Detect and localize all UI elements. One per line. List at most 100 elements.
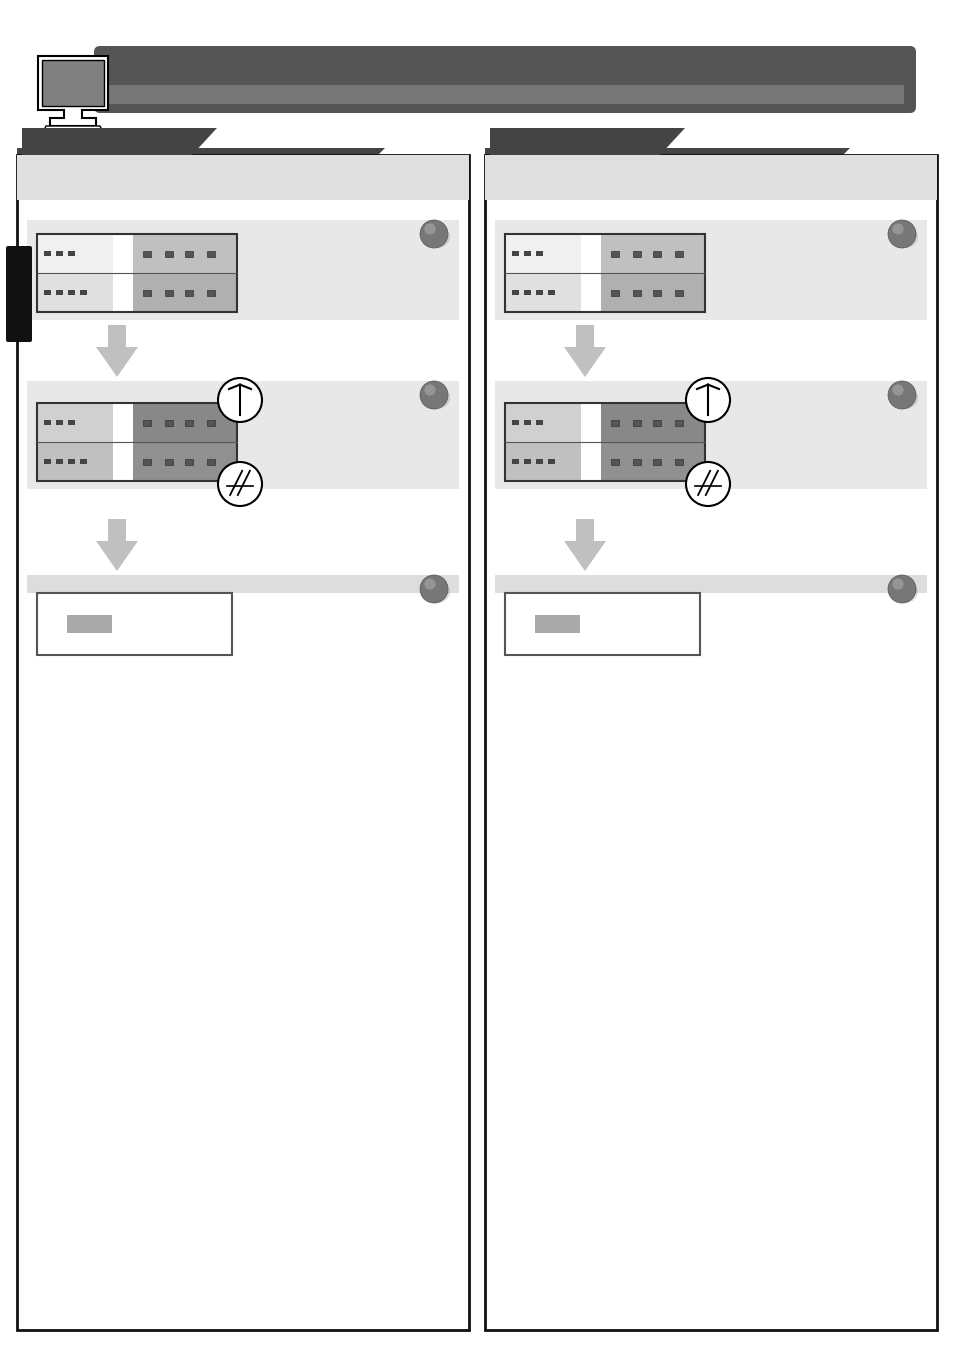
Bar [27, 576, 458, 593]
Bar [547, 290, 555, 295]
Bar [27, 381, 458, 489]
Bar [68, 420, 75, 426]
Bar [44, 251, 51, 255]
Bar [17, 155, 469, 1329]
Bar [27, 220, 458, 320]
Polygon shape [96, 540, 138, 571]
Bar [185, 251, 193, 257]
Circle shape [218, 378, 262, 422]
Bar [56, 459, 63, 463]
Bar [652, 459, 660, 465]
Bar [536, 459, 542, 463]
Circle shape [419, 220, 448, 249]
Polygon shape [490, 128, 684, 155]
Bar [143, 290, 151, 296]
Bar [633, 420, 640, 426]
Polygon shape [563, 540, 605, 571]
Circle shape [424, 578, 436, 589]
Bar [207, 290, 214, 296]
Bar [523, 459, 531, 463]
Bar [675, 420, 682, 426]
Bar [80, 290, 87, 295]
Bar [536, 251, 542, 255]
Ellipse shape [421, 226, 450, 249]
Bar [495, 381, 926, 489]
Bar [580, 403, 704, 442]
Bar [143, 420, 151, 426]
Circle shape [419, 576, 448, 603]
Bar [80, 459, 87, 463]
Circle shape [891, 223, 902, 235]
Bar [633, 290, 640, 296]
Bar [143, 251, 151, 257]
Bar [504, 234, 704, 312]
Bar [56, 251, 63, 255]
Bar [504, 273, 580, 312]
Circle shape [891, 385, 902, 396]
Bar [576, 519, 594, 540]
Bar [652, 290, 660, 296]
Circle shape [685, 462, 729, 507]
Bar [580, 273, 704, 312]
Bar [675, 459, 682, 465]
Bar [484, 155, 936, 1329]
Bar [610, 290, 618, 296]
Bar [165, 251, 172, 257]
Bar [547, 459, 555, 463]
Bar [143, 459, 151, 465]
Bar [44, 290, 51, 295]
Circle shape [424, 223, 436, 235]
Bar [106, 85, 903, 104]
Bar [185, 420, 193, 426]
Bar [165, 420, 172, 426]
Bar [504, 442, 580, 481]
Bar [523, 420, 531, 426]
Circle shape [887, 576, 915, 603]
Ellipse shape [889, 581, 917, 603]
Bar [610, 459, 618, 465]
Circle shape [218, 462, 262, 507]
Bar [512, 420, 518, 426]
Polygon shape [38, 55, 108, 126]
Bar [580, 234, 704, 273]
Bar [108, 519, 126, 540]
Bar [580, 234, 600, 312]
Bar [68, 290, 75, 295]
Bar [56, 420, 63, 426]
Bar [165, 459, 172, 465]
Circle shape [685, 378, 729, 422]
Bar [67, 615, 112, 634]
Bar [112, 273, 236, 312]
Bar [523, 251, 531, 255]
Bar [504, 403, 580, 442]
Bar [44, 459, 51, 463]
Bar [185, 290, 193, 296]
Bar [68, 459, 75, 463]
Polygon shape [22, 128, 216, 155]
Bar [112, 234, 132, 312]
Bar [37, 403, 236, 481]
Circle shape [424, 385, 436, 396]
Bar [37, 403, 112, 442]
Bar [535, 615, 579, 634]
Ellipse shape [421, 581, 450, 603]
Bar [112, 403, 236, 442]
Bar [495, 220, 926, 320]
Polygon shape [96, 347, 138, 377]
Circle shape [891, 578, 902, 589]
Circle shape [887, 381, 915, 409]
Bar [112, 403, 132, 481]
Bar [580, 403, 600, 481]
Bar [652, 420, 660, 426]
Bar [504, 234, 580, 273]
Bar [207, 459, 214, 465]
Bar [44, 420, 51, 426]
Polygon shape [484, 149, 849, 178]
Polygon shape [42, 126, 104, 134]
Bar [633, 459, 640, 465]
Ellipse shape [889, 386, 917, 409]
Bar [165, 290, 172, 296]
Bar [504, 593, 700, 655]
FancyBboxPatch shape [6, 246, 32, 342]
Bar [207, 420, 214, 426]
